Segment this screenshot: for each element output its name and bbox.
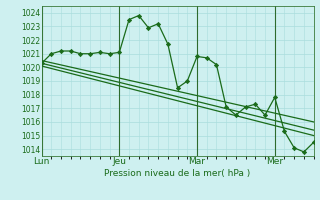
X-axis label: Pression niveau de la mer( hPa ): Pression niveau de la mer( hPa ) — [104, 169, 251, 178]
